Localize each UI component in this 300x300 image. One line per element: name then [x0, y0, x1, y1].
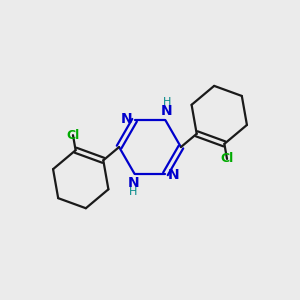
- Text: H: H: [129, 187, 137, 197]
- Text: Cl: Cl: [220, 152, 234, 166]
- Text: N: N: [121, 112, 132, 126]
- Text: N: N: [127, 176, 139, 190]
- Text: H: H: [163, 97, 171, 107]
- Text: N: N: [161, 104, 173, 118]
- Text: N: N: [168, 168, 179, 182]
- Text: Cl: Cl: [66, 129, 80, 142]
